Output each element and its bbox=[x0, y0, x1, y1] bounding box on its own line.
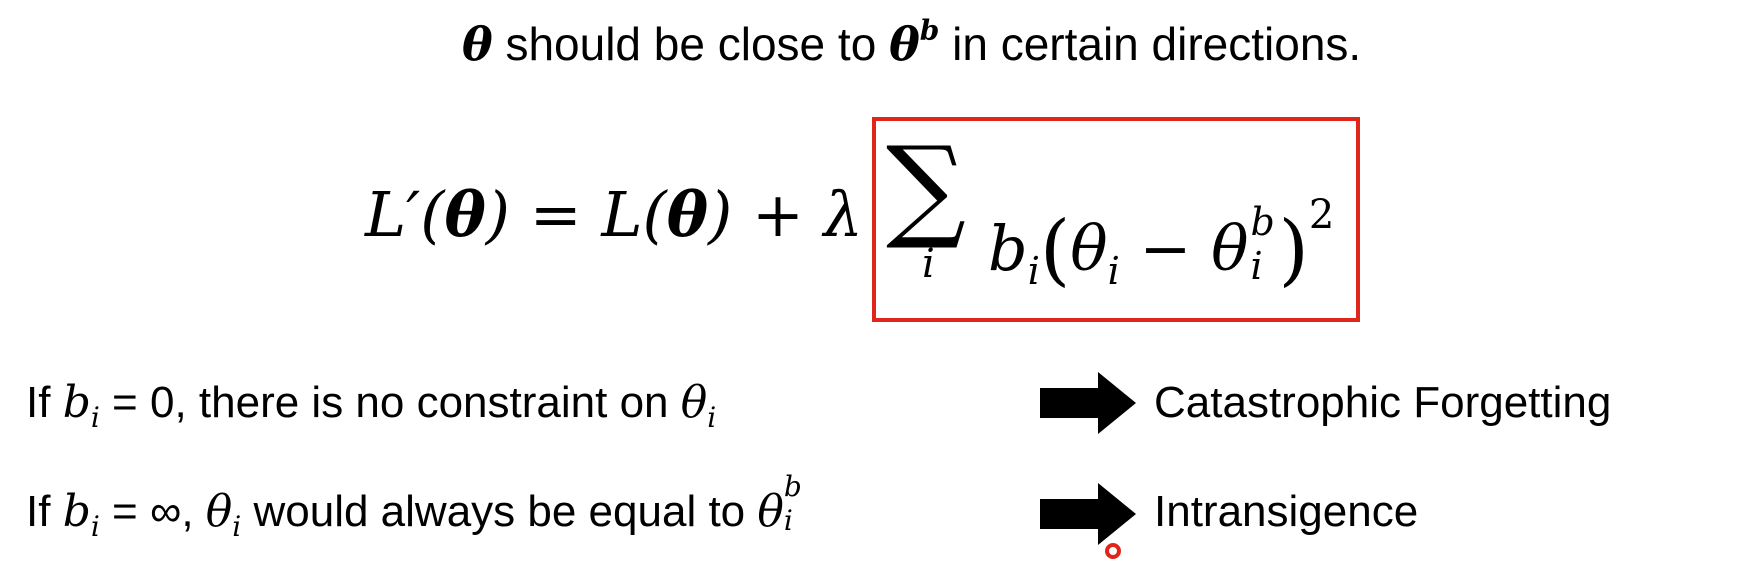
line2-theta2-sub: i bbox=[783, 504, 793, 537]
headline: θ should be close to θb in certain direc… bbox=[462, 14, 1361, 74]
open-paren: ( bbox=[1039, 205, 1071, 295]
theta-ib-symbol: θ bbox=[1211, 212, 1249, 285]
result-intransigence: Intransigence bbox=[1154, 487, 1419, 536]
eq-mid-1: ) = L( bbox=[485, 178, 667, 251]
condition-line-zero: If bi = 0, there is no constraint on θi bbox=[26, 373, 716, 433]
line2-b-sub: i bbox=[90, 510, 100, 543]
line2-theta: θ bbox=[205, 486, 233, 537]
line1-b: b bbox=[62, 377, 91, 428]
line1-theta: θ bbox=[680, 377, 708, 428]
right-arrow-icon bbox=[1040, 483, 1136, 545]
sigma-symbol: ∑ bbox=[886, 123, 966, 253]
line1-b-sub: i bbox=[90, 401, 100, 434]
b-subscript: i bbox=[1027, 249, 1040, 293]
line2-cond: = ∞ bbox=[99, 487, 182, 536]
line1-cond: = 0 bbox=[99, 378, 175, 427]
eq-mid-2: ) + λ bbox=[708, 178, 863, 251]
line2-b: b bbox=[62, 486, 91, 537]
theta-b-sup: b bbox=[919, 14, 940, 47]
sigma-subscript: i bbox=[922, 241, 935, 287]
line2-theta2-sup: b bbox=[783, 470, 802, 503]
condition-line-infinity: If bi = ∞, θi would always be equal to θ… bbox=[26, 472, 810, 543]
eq-lhs: L′( bbox=[365, 178, 445, 251]
theta-ib-sub: i bbox=[1250, 244, 1263, 288]
theta-b-base: θ bbox=[889, 17, 920, 71]
line2-prefix: If bbox=[26, 487, 63, 536]
line2-text-b: would always be equal to bbox=[241, 487, 758, 536]
regularizer-expression: bi(θi − θ b i)2 bbox=[988, 175, 1334, 290]
line1-text: , there is no constraint on bbox=[174, 378, 681, 427]
loss-equation: L′(θ) = L(θ) + λ bbox=[365, 175, 863, 255]
line2-theta-sub: i bbox=[232, 510, 242, 543]
eq-mid-theta: θ bbox=[666, 178, 709, 251]
b-symbol: b bbox=[988, 212, 1028, 285]
close-paren: ) bbox=[1278, 205, 1309, 295]
headline-text-2: in certain directions. bbox=[939, 18, 1362, 70]
right-arrow-icon bbox=[1040, 372, 1136, 434]
pointer-dot-icon bbox=[1105, 543, 1121, 559]
theta-i-subscript: i bbox=[1107, 249, 1120, 293]
line2-theta2: θ bbox=[757, 486, 784, 537]
minus-sign: − bbox=[1119, 212, 1212, 285]
square-exponent: 2 bbox=[1308, 192, 1335, 238]
result-catastrophic-forgetting: Catastrophic Forgetting bbox=[1154, 378, 1612, 427]
headline-text-1: should be close to bbox=[492, 18, 890, 70]
theta-symbol: θ bbox=[462, 17, 493, 71]
line1-prefix: If bbox=[26, 378, 63, 427]
theta-b-symbol: θb bbox=[889, 14, 940, 72]
line1-theta-sub: i bbox=[707, 401, 717, 434]
theta-ib-sup: b bbox=[1250, 200, 1275, 244]
regularizer-highlight-box: ∑ i bi(θi − θ b i)2 bbox=[872, 117, 1360, 322]
theta-i-symbol: θ bbox=[1070, 212, 1108, 285]
eq-lhs-theta: θ bbox=[444, 178, 486, 251]
line2-text-a: , bbox=[181, 487, 206, 536]
